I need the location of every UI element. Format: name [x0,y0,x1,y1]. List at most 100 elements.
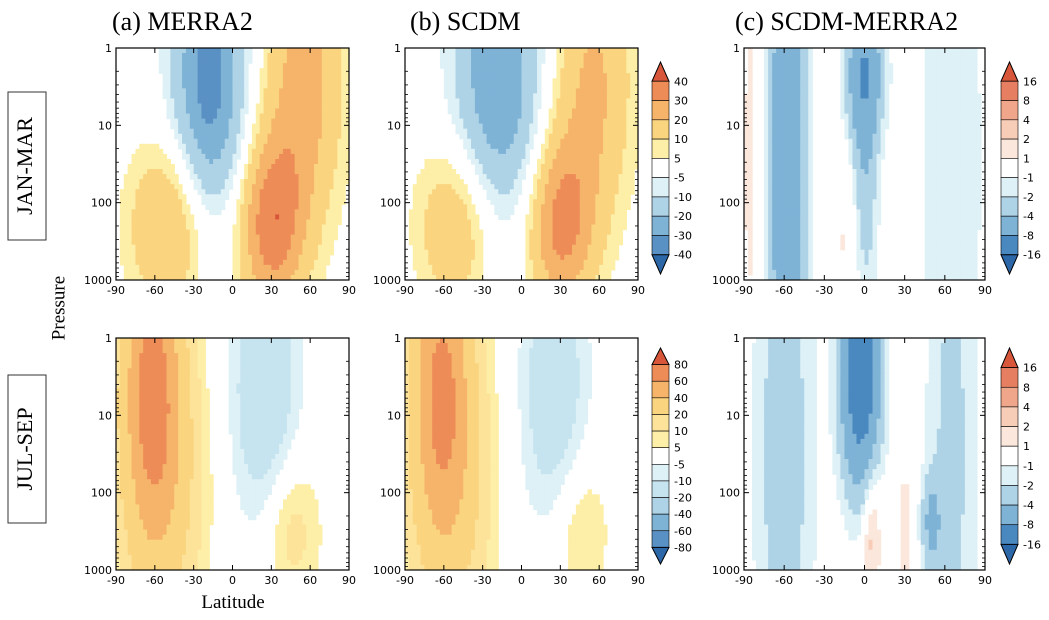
contour-cell [185,123,191,130]
contour-cell [259,259,265,266]
contour-cell [603,234,608,241]
contour-cell [147,158,152,165]
contour-cell [583,103,589,110]
contour-cell [298,174,303,180]
contour-cell [956,83,962,89]
contour-cell [768,63,773,69]
contour-cell [341,153,346,160]
contour-cell [944,103,950,110]
contour-cell [236,138,241,145]
contour-cell [595,68,600,74]
contour-cell [780,78,785,84]
contour-cell [571,123,577,130]
contour-cell [166,209,171,216]
contour-cell [960,48,966,54]
contour-cell [505,103,511,110]
contour-cell [282,179,288,185]
contour-cell [884,58,890,64]
contour-cell [302,68,307,74]
contour-cell [286,264,292,271]
contour-cell [498,68,503,74]
contour-cell [420,209,426,216]
contour-cell [162,73,168,79]
contour-cell [282,88,288,94]
contour-cell [232,73,237,79]
contour-cell [178,58,183,64]
contour-cell [463,229,468,236]
contour-cell [956,93,962,100]
contour-cell [924,98,930,105]
contour-cell [544,209,550,216]
contour-cell [314,68,319,74]
contour-cell [263,78,269,84]
contour-cell [220,68,226,74]
contour-cell [220,179,226,185]
contour-cell [228,128,234,135]
contour-cell [271,239,276,246]
contour-cell [158,194,164,200]
contour-cell [279,269,284,276]
contour-cell [154,153,160,160]
contour-cell [298,88,303,94]
contour-cell [848,98,854,105]
contour-cell [603,133,608,140]
contour-cell [552,234,558,241]
contour-cell [556,148,561,155]
contour-cell [888,68,894,74]
contour-cell [158,229,164,236]
contour-cell [321,53,327,59]
contour-cell [205,83,210,89]
contour-cell [940,58,946,64]
contour-cell [529,219,534,226]
contour-cell [471,103,476,110]
contour-cell [876,118,882,125]
contour-cell [595,48,600,54]
contour-cell [579,189,585,195]
contour-cell [471,78,476,84]
contour-cell [174,259,179,266]
contour-cell [166,169,171,175]
contour-cell [259,128,265,135]
contour-cell [587,93,592,100]
contour-cell [595,249,600,256]
contour-cell [509,138,515,145]
contour-cell [197,108,203,115]
contour-cell [603,63,608,69]
contour-cell [314,58,319,64]
contour-cell [158,219,164,226]
contour-cell [944,83,950,89]
contour-cell [537,179,542,185]
contour-cell [279,189,284,195]
contour-cell [432,204,437,210]
contour-cell [279,113,284,120]
contour-cell [248,214,253,221]
contour-cell [455,274,460,280]
contour-cell [880,113,886,120]
contour-cell [275,153,280,160]
contour-cell [972,48,978,54]
contour-cell [213,143,218,150]
contour-cell [321,239,327,246]
contour-cell [209,98,214,105]
contour-cell [606,88,612,94]
contour-cell [185,73,191,79]
contour-cell [478,143,484,150]
contour-cell [571,234,577,241]
contour-cell [271,184,276,190]
contour-cell [968,103,974,110]
contour-cell [463,244,468,251]
contour-cell [443,264,449,271]
contour-cell [325,244,331,251]
contour-cell [147,259,152,266]
contour-cell [630,179,635,185]
contour-cell [224,63,230,69]
contour-cell [248,204,253,210]
contour-cell [193,259,199,266]
contour-cell [471,264,476,271]
contour-cell [517,88,523,94]
contour-cell [178,184,183,190]
contour-cell [788,68,793,74]
contour-cell [603,53,608,59]
contour-cell [298,264,303,271]
contour-cell [143,148,148,155]
